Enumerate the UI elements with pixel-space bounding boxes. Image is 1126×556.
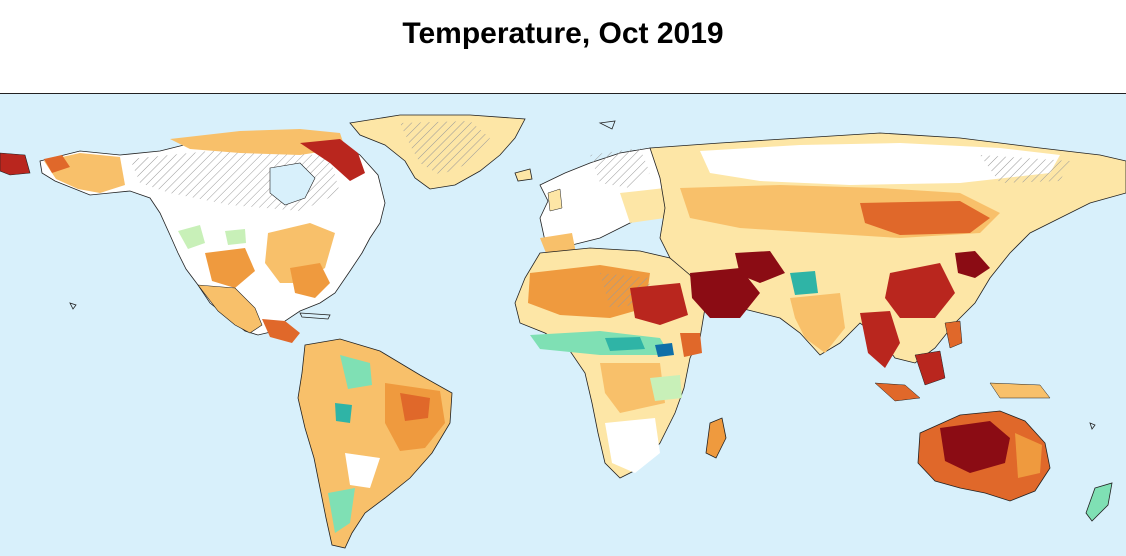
patagonia-cool	[328, 488, 355, 533]
ethiopia-warm	[680, 333, 702, 357]
canada-arctic-warm	[170, 129, 345, 155]
baffin-hot	[300, 139, 365, 181]
southern-cone-white	[345, 453, 380, 488]
siberia-hatch	[980, 155, 1070, 183]
island-iceland	[514, 168, 533, 182]
india-cool	[790, 271, 818, 295]
uk-warm	[547, 188, 563, 212]
brazil-hot	[400, 393, 430, 421]
madagascar	[705, 417, 727, 459]
usa-west-cool	[178, 225, 205, 249]
region-south-america	[297, 338, 453, 549]
mexico-land	[197, 284, 263, 334]
usa-rockies-cool	[225, 229, 246, 245]
island-hawaii	[69, 302, 77, 310]
scandinavia-hatch	[590, 148, 650, 188]
china-hot	[885, 263, 955, 318]
sahel-cold-core	[605, 337, 645, 351]
region-asia	[0, 132, 1126, 402]
mongolia-hot	[860, 201, 990, 235]
new-zealand	[1085, 482, 1113, 522]
southern-africa-white	[605, 418, 660, 473]
philippines-warm	[944, 320, 963, 349]
iran-extreme	[735, 251, 785, 283]
region-north-america	[39, 129, 386, 343]
island-caribbean	[299, 312, 331, 320]
region-greenland	[349, 114, 526, 190]
chukotka-hot	[0, 152, 31, 176]
hudson-bay	[269, 162, 316, 206]
sahel-coldest	[655, 343, 674, 357]
island-pacific	[1089, 422, 1096, 430]
island-svalbard	[598, 120, 616, 130]
amazon-cool	[340, 355, 372, 389]
southeast-asia-hot	[860, 311, 900, 368]
region-africa	[514, 247, 706, 479]
central-africa-warm	[600, 363, 665, 413]
alaska-hot-tip	[44, 155, 70, 173]
arabia-extreme	[690, 268, 760, 318]
greenland-hatch	[400, 121, 490, 175]
small-islands	[69, 120, 1096, 430]
central-america-hot	[262, 319, 300, 343]
world-temperature-map	[0, 93, 1126, 556]
india-warm	[790, 293, 845, 353]
korea-japan-hot	[955, 251, 990, 278]
andes-cool	[335, 403, 352, 423]
map-header: Temperature, Oct 2019	[0, 0, 1126, 93]
egypt-sudan-hot	[630, 283, 688, 325]
australia-interior-extreme	[940, 421, 1010, 473]
east-europe-warm	[620, 188, 665, 223]
east-africa-cool	[650, 375, 682, 401]
usa-southeast-warm	[290, 263, 330, 298]
siberia-white	[700, 143, 1060, 185]
usa-central-warm	[205, 248, 255, 288]
new-guinea-warm	[989, 382, 1051, 399]
borneo-hot	[914, 350, 946, 386]
region-australia	[917, 410, 1051, 502]
australia-east-warm	[1015, 433, 1042, 478]
indonesia-hot	[874, 382, 921, 402]
map-title: Temperature, Oct 2019	[402, 17, 724, 50]
